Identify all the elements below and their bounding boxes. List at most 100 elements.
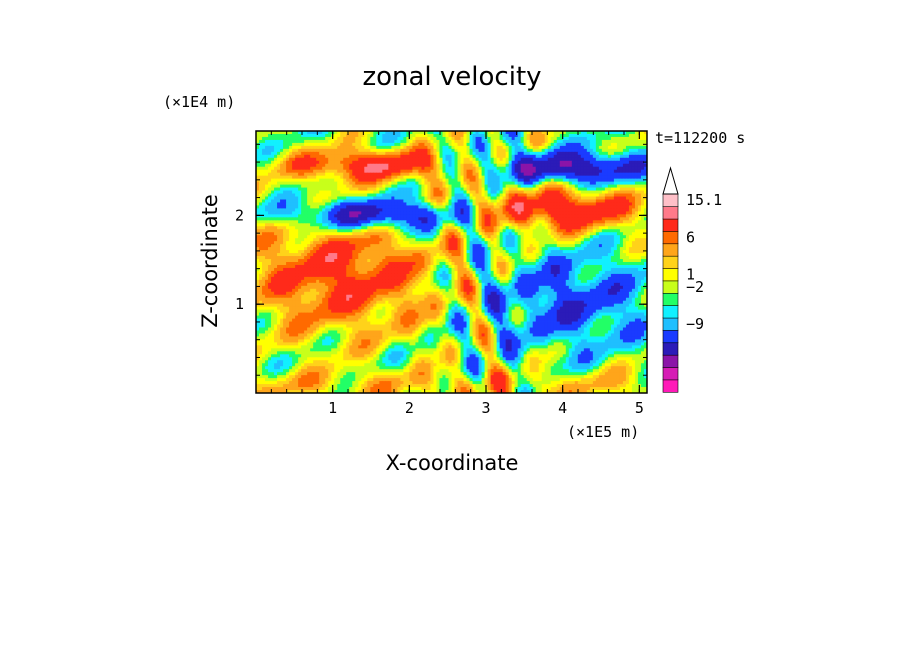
field-cell bbox=[586, 184, 591, 188]
field-cell bbox=[499, 241, 504, 245]
field-cell bbox=[400, 196, 404, 200]
field-cell bbox=[403, 172, 407, 177]
field-cell bbox=[544, 131, 549, 135]
field-cell bbox=[520, 131, 525, 135]
field-cell bbox=[493, 187, 498, 191]
field-cell bbox=[529, 193, 534, 197]
field-cell bbox=[280, 235, 284, 239]
field-cell bbox=[532, 160, 537, 165]
field-cell bbox=[565, 169, 570, 174]
field-cell bbox=[637, 175, 642, 180]
field-cell bbox=[544, 235, 549, 239]
field-cell bbox=[538, 193, 543, 197]
field-cell bbox=[484, 241, 488, 245]
field-cell bbox=[313, 217, 317, 221]
field-cell bbox=[601, 196, 606, 200]
field-cell bbox=[262, 157, 266, 162]
field-cell bbox=[541, 235, 546, 239]
field-cell bbox=[496, 241, 501, 245]
field-cell bbox=[262, 160, 266, 165]
field-cell bbox=[589, 154, 594, 159]
field-cell bbox=[286, 184, 290, 188]
field-cell bbox=[430, 226, 434, 230]
field-cell bbox=[427, 172, 431, 177]
field-cell bbox=[634, 199, 639, 203]
field-cell bbox=[337, 160, 341, 165]
field-cell bbox=[412, 133, 416, 138]
field-cell bbox=[319, 131, 323, 135]
field-cell bbox=[427, 226, 431, 230]
field-cell bbox=[280, 154, 284, 159]
field-cell bbox=[412, 220, 416, 224]
field-cell bbox=[415, 172, 419, 177]
field-cell bbox=[499, 199, 504, 203]
field-cell bbox=[526, 241, 531, 245]
field-cell bbox=[340, 226, 344, 230]
field-cell bbox=[352, 235, 356, 239]
field-cell bbox=[616, 175, 621, 180]
field-cell bbox=[337, 166, 341, 171]
field-cell bbox=[601, 139, 606, 144]
field-cell bbox=[538, 175, 543, 180]
field-cell bbox=[379, 172, 383, 177]
field-cell bbox=[388, 217, 392, 221]
field-cell bbox=[604, 133, 609, 138]
field-cell bbox=[640, 175, 645, 180]
field-cell bbox=[298, 169, 302, 174]
field-cell bbox=[478, 139, 482, 144]
field-cell bbox=[517, 166, 522, 171]
field-cell bbox=[406, 175, 410, 180]
field-cell bbox=[376, 160, 380, 165]
field-cell bbox=[382, 163, 386, 168]
field-cell bbox=[274, 205, 278, 209]
field-cell bbox=[277, 148, 281, 153]
field-cell bbox=[535, 187, 540, 191]
field-cell bbox=[265, 193, 269, 197]
field-cell bbox=[391, 196, 395, 200]
field-cell bbox=[409, 241, 413, 245]
field-cell bbox=[463, 220, 467, 224]
field-cell bbox=[328, 223, 332, 227]
field-cell bbox=[424, 241, 428, 245]
field-cell bbox=[583, 151, 588, 156]
field-cell bbox=[475, 217, 479, 221]
field-cell bbox=[544, 223, 549, 227]
field-cell bbox=[643, 196, 647, 200]
field-cell bbox=[340, 178, 344, 183]
field-cell bbox=[577, 154, 582, 159]
field-cell bbox=[322, 238, 326, 242]
field-cell bbox=[529, 205, 534, 209]
field-cell bbox=[556, 160, 561, 165]
field-cell bbox=[265, 235, 269, 239]
field-cell bbox=[535, 205, 540, 209]
field-cell bbox=[526, 166, 531, 171]
field-cell bbox=[640, 157, 645, 162]
field-cell bbox=[622, 193, 627, 197]
field-cell bbox=[523, 145, 528, 150]
field-cell bbox=[364, 148, 368, 153]
field-cell bbox=[373, 154, 377, 159]
field-cell bbox=[496, 220, 501, 224]
field-cell bbox=[439, 160, 443, 165]
field-cell bbox=[262, 244, 266, 248]
field-cell bbox=[430, 208, 434, 212]
field-cell bbox=[412, 232, 416, 236]
field-cell bbox=[607, 238, 612, 242]
field-cell bbox=[316, 211, 320, 215]
field-cell bbox=[481, 145, 485, 150]
field-cell bbox=[568, 220, 573, 224]
field-cell bbox=[277, 136, 281, 141]
field-cell bbox=[631, 154, 636, 159]
field-cell bbox=[550, 187, 555, 191]
field-cell bbox=[406, 232, 410, 236]
field-cell bbox=[286, 226, 290, 230]
field-cell bbox=[574, 220, 579, 224]
field-cell bbox=[451, 205, 455, 209]
field-cell bbox=[358, 157, 362, 162]
field-cell bbox=[388, 154, 392, 159]
field-cell bbox=[289, 181, 293, 185]
field-cell bbox=[334, 154, 338, 159]
field-cell bbox=[592, 211, 597, 215]
field-cell bbox=[274, 139, 278, 144]
field-cell bbox=[286, 205, 290, 209]
